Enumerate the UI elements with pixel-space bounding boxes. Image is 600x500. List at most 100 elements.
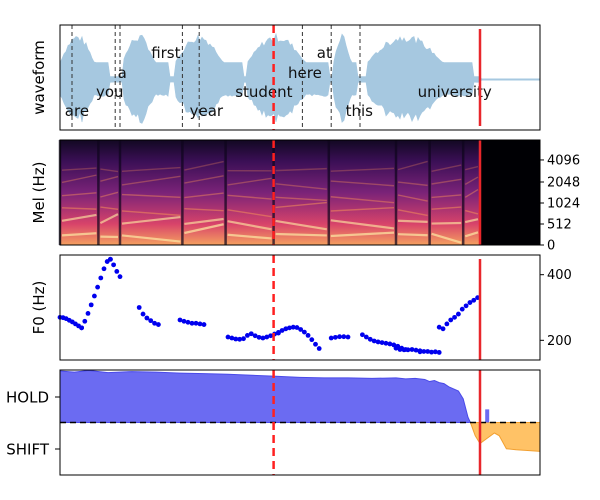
mel-ytick-label: 2048 [547, 176, 580, 191]
mel-ytick-label: 512 [547, 218, 572, 233]
mel-harmonic [184, 208, 224, 212]
f0-point [363, 334, 369, 340]
f0-point [341, 334, 347, 340]
f0-point [241, 336, 246, 342]
f0-point [432, 349, 438, 355]
f0-point [463, 303, 469, 309]
mel-harmonic [330, 219, 395, 230]
mel-harmonic [184, 175, 224, 184]
mel-harmonic [431, 178, 462, 185]
f0-point [413, 347, 419, 353]
mel-silence [480, 140, 540, 245]
f0-point [136, 305, 142, 310]
f0-point [114, 269, 120, 274]
mel-harmonic [397, 181, 428, 187]
word-label: a [118, 64, 127, 82]
f0-ytick-label: 400 [547, 268, 572, 283]
f0-point [144, 315, 150, 321]
mel-ytick-label: 0 [547, 239, 555, 254]
word-label: university [418, 83, 492, 101]
f0-point [177, 317, 183, 323]
f0-point [181, 318, 187, 324]
f0-point [337, 334, 342, 340]
f0-point [379, 340, 385, 346]
f0-point [417, 349, 423, 355]
mel-frame [59, 139, 541, 246]
f0-point [260, 335, 266, 341]
mel-harmonic [431, 206, 462, 210]
f0-point [360, 332, 365, 338]
f0-point [111, 262, 116, 268]
mel-harmonic [227, 177, 272, 186]
f0-point [140, 311, 146, 317]
f0-point [405, 347, 411, 353]
mel-ytick-label: 1024 [547, 197, 580, 212]
f0-point [152, 320, 157, 326]
mel-harmonic [61, 174, 97, 184]
mel-harmonic [275, 196, 327, 202]
mel-harmonic [431, 194, 462, 199]
f0-point [305, 332, 311, 338]
f0-point [409, 347, 415, 352]
word-label: student [235, 83, 292, 101]
mel-harmonic [121, 193, 181, 199]
mel-harmonic [184, 160, 224, 171]
f0-point [233, 336, 239, 342]
f0-point [185, 319, 191, 325]
f0-point [88, 302, 94, 308]
mel-harmonic [431, 164, 462, 173]
mel-harmonic [227, 220, 272, 231]
waveform-frame [59, 24, 541, 131]
word-label: this [346, 102, 374, 120]
mel-harmonic [99, 213, 119, 225]
f0-point [467, 300, 473, 305]
f0-point [397, 347, 403, 352]
f0-point [85, 311, 91, 316]
word-label: you [96, 83, 124, 101]
mel-harmonic [121, 210, 181, 217]
mel-harmonic [330, 196, 395, 204]
mel-harmonic [121, 166, 181, 172]
f0-point [459, 306, 465, 312]
f0-point [117, 274, 123, 280]
f0-point [201, 322, 207, 327]
mel-harmonic [431, 232, 462, 244]
f0-point [383, 340, 389, 346]
mel-harmonic [330, 206, 395, 212]
f0-point [425, 349, 431, 354]
f0-point [345, 334, 351, 340]
mel-harmonic [61, 207, 97, 210]
f0-point [264, 334, 270, 340]
f0-point [301, 329, 307, 335]
f0-panel: 200 400 F0 (Hz) [30, 254, 572, 361]
mel-harmonic [464, 176, 479, 185]
f0-point [79, 325, 84, 331]
word-label: are [65, 102, 89, 120]
f0-point [456, 311, 461, 317]
f0-point [287, 325, 292, 331]
f0-ylabel: F0 (Hz) [30, 281, 48, 335]
turn-frame [59, 369, 541, 476]
mel-harmonic [275, 183, 327, 190]
f0-point [367, 336, 373, 342]
f0-point [371, 338, 377, 344]
f0-point [328, 335, 334, 341]
f0-point [108, 256, 113, 262]
waveform-ylabel: waveform [30, 40, 48, 115]
f0-point [256, 334, 262, 340]
f0-point [95, 284, 100, 290]
mel-harmonic [227, 209, 272, 218]
f0-point [440, 326, 446, 332]
f0-point [471, 297, 477, 303]
mel-harmonic [61, 213, 97, 222]
f0-point [225, 334, 231, 340]
f0-point [401, 347, 407, 353]
word-label: at [317, 44, 332, 62]
f0-point [82, 318, 88, 324]
hold-tick-label: HOLD [6, 389, 49, 407]
mel-harmonic [227, 233, 272, 240]
shift-tick-label: SHIFT [6, 441, 50, 459]
hold-area [59, 370, 472, 423]
f0-ytick-label: 200 [547, 334, 572, 349]
